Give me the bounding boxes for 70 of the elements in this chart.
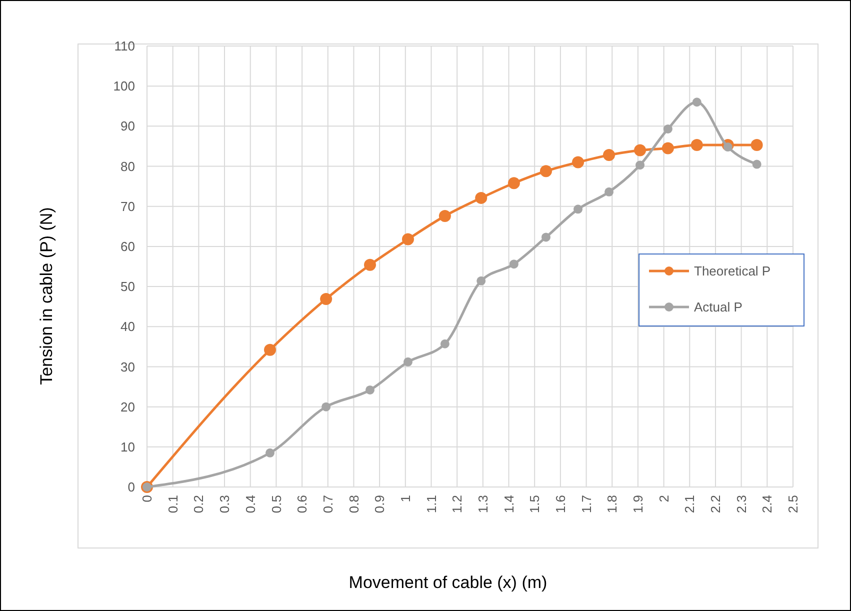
x-tick-label: 1.2 bbox=[450, 495, 465, 514]
point bbox=[402, 233, 414, 246]
x-tick-label: 0.2 bbox=[191, 495, 206, 514]
y-tick-label: 70 bbox=[120, 198, 135, 214]
x-tick-label: 1.4 bbox=[501, 495, 516, 514]
point bbox=[403, 357, 412, 366]
point bbox=[692, 98, 702, 107]
y-tick-label: 30 bbox=[120, 359, 135, 374]
point bbox=[750, 139, 763, 152]
y-tick-label: 110 bbox=[114, 38, 135, 54]
point bbox=[266, 448, 274, 458]
y-tick-label: 40 bbox=[120, 319, 135, 334]
x-tick-label: 1.5 bbox=[527, 495, 542, 514]
point bbox=[634, 144, 646, 156]
x-tick-label: 0.7 bbox=[320, 495, 336, 514]
x-tick-label: 2.5 bbox=[786, 495, 801, 514]
point bbox=[366, 385, 374, 394]
x-tick-label: 0.3 bbox=[217, 495, 232, 514]
point bbox=[662, 142, 674, 154]
y-tick-label: 80 bbox=[120, 158, 135, 174]
x-tick-label: 2 bbox=[656, 495, 672, 502]
y-tick-label: 10 bbox=[120, 439, 135, 454]
x-tick-label: 1.3 bbox=[475, 495, 490, 514]
legend-label: Actual P bbox=[694, 300, 742, 315]
point bbox=[540, 165, 552, 178]
y-tick-label: 60 bbox=[120, 239, 135, 254]
y-tick-label: 50 bbox=[120, 279, 135, 294]
x-tick-label: 0.1 bbox=[165, 495, 180, 514]
point bbox=[690, 139, 703, 152]
legend-label: Theoretical P bbox=[694, 264, 771, 279]
x-tick-label: 1.1 bbox=[424, 495, 439, 514]
y-tick-label: 100 bbox=[113, 78, 135, 94]
point bbox=[604, 187, 614, 196]
point bbox=[320, 292, 332, 305]
point bbox=[723, 142, 732, 152]
point bbox=[663, 124, 672, 134]
x-tick-label: 1 bbox=[398, 495, 413, 502]
point bbox=[603, 149, 616, 162]
point bbox=[364, 258, 376, 271]
y-tick-label: 90 bbox=[120, 118, 135, 134]
x-tick-label: 0.8 bbox=[346, 495, 362, 514]
x-tick-label: 2.4 bbox=[760, 495, 775, 514]
x-axis-title: Movement of cable (x) (m) bbox=[348, 573, 548, 592]
y-tick-label: 20 bbox=[120, 399, 135, 414]
point bbox=[509, 260, 518, 269]
point bbox=[475, 192, 488, 204]
x-tick-label: 0.6 bbox=[294, 495, 310, 514]
x-tick-label: 1.8 bbox=[604, 495, 620, 514]
point bbox=[440, 339, 450, 348]
point bbox=[322, 402, 331, 412]
x-tick-label: 0 bbox=[140, 495, 155, 502]
point bbox=[541, 232, 550, 242]
x-tick-label: 2.3 bbox=[734, 495, 749, 514]
x-tick-label: 0.9 bbox=[372, 495, 388, 514]
x-tick-label: 2.1 bbox=[682, 495, 698, 514]
x-tick-label: 0.5 bbox=[268, 495, 284, 514]
point bbox=[572, 156, 584, 168]
x-tick-label: 2.2 bbox=[708, 495, 724, 514]
point bbox=[438, 210, 451, 222]
point bbox=[508, 177, 520, 190]
point bbox=[636, 160, 645, 170]
x-tick-label: 0.4 bbox=[242, 495, 258, 514]
point bbox=[476, 276, 486, 286]
x-tick-label: 1.9 bbox=[630, 495, 646, 514]
point bbox=[574, 204, 583, 214]
point bbox=[752, 160, 762, 169]
x-tick-label: 1.6 bbox=[552, 495, 568, 514]
x-tick-label: 1.7 bbox=[578, 495, 594, 514]
y-axis-title: Tension in cable (P) (N) bbox=[36, 207, 56, 385]
point bbox=[264, 344, 276, 356]
